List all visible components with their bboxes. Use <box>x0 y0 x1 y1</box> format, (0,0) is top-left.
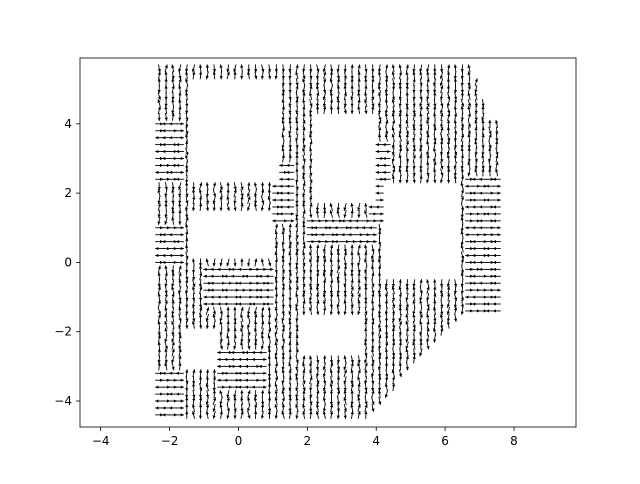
y-tick-label: 2 <box>64 186 72 200</box>
x-tick-label: 0 <box>235 434 243 448</box>
y-tick-label: −4 <box>54 394 72 408</box>
x-tick-label: 8 <box>510 434 518 448</box>
x-tick-label: 4 <box>372 434 380 448</box>
y-tick-label: 4 <box>64 117 72 131</box>
x-tick-label: −2 <box>161 434 179 448</box>
x-tick-label: 6 <box>441 434 449 448</box>
y-tick-label: 0 <box>64 255 72 269</box>
x-tick-label: 2 <box>304 434 312 448</box>
y-tick-label: −2 <box>54 325 72 339</box>
x-tick-label: −4 <box>92 434 110 448</box>
